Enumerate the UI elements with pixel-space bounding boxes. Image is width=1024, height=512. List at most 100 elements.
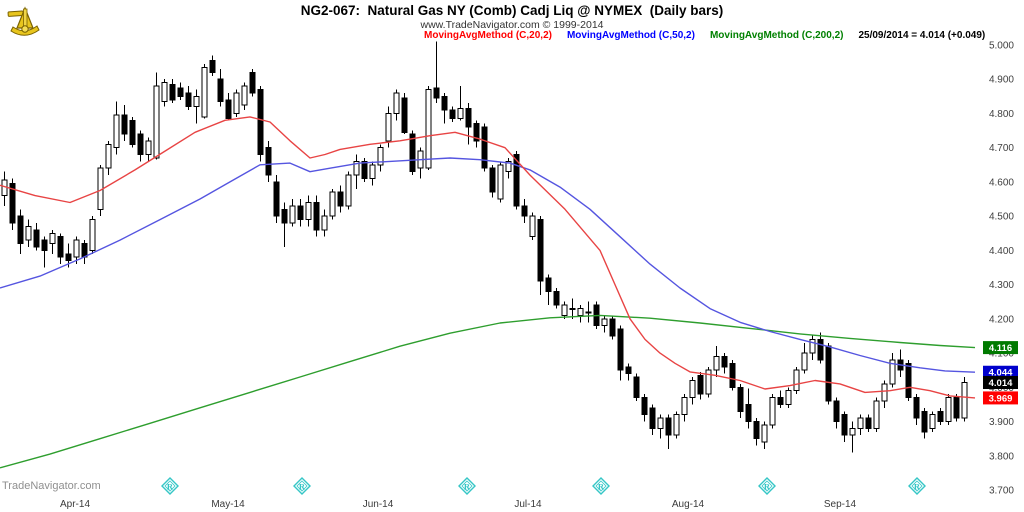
candle	[193, 89, 200, 124]
candle	[745, 388, 752, 429]
candle	[449, 106, 456, 123]
sextant-icon	[7, 6, 40, 36]
registered-diamond-icon: R	[908, 477, 926, 495]
candle	[545, 274, 552, 306]
candle	[577, 305, 584, 323]
candle	[329, 188, 336, 220]
candle	[257, 86, 264, 162]
candle	[249, 68, 256, 97]
candle	[937, 407, 944, 425]
candle	[529, 212, 536, 241]
indicator-legend: MovingAvgMethod (C,20,2) MovingAvgMethod…	[424, 30, 985, 41]
y-tick-label: 4.200	[989, 314, 1014, 325]
y-tick-label: 5.000	[989, 41, 1014, 52]
registered-glyph: R	[167, 482, 174, 492]
price-tag: 4.116	[983, 341, 1018, 355]
candle	[57, 233, 64, 265]
candle	[393, 89, 400, 121]
candle	[497, 161, 504, 203]
candle	[265, 140, 272, 182]
x-axis-month-labels: Apr-14 May-14 Jun-14 Jul-14 Aug-14 Sep-14	[60, 499, 857, 510]
registered-glyph: R	[598, 482, 605, 492]
candle	[217, 68, 224, 107]
candle	[409, 130, 416, 176]
candle	[89, 216, 96, 254]
ma200-line	[0, 314, 976, 469]
candle	[33, 223, 40, 251]
registered-diamond-icon: R	[592, 477, 610, 495]
candle	[729, 359, 736, 391]
candle	[849, 421, 856, 453]
candle	[769, 394, 776, 429]
candle	[921, 407, 928, 439]
candle	[705, 366, 712, 398]
candle	[297, 199, 304, 227]
candle	[809, 334, 816, 360]
month-label: May-14	[211, 499, 245, 510]
price-tag-value: 4.014	[989, 378, 1013, 389]
candle	[353, 154, 360, 189]
candle	[481, 123, 488, 172]
candle	[457, 86, 464, 121]
copyright-subtitle: www.TradeNavigator.com © 1999-2014	[420, 19, 604, 31]
candle	[761, 421, 768, 449]
candle	[657, 414, 664, 439]
month-label: Sep-14	[824, 499, 857, 510]
last-quote-label: 25/09/2014 = 4.014 (+0.049)	[858, 30, 986, 41]
registered-diamond-icon: R	[458, 477, 476, 495]
month-label: Jul-14	[514, 499, 542, 510]
candle	[25, 219, 32, 247]
candle	[721, 353, 728, 374]
candle	[897, 349, 904, 378]
candle	[233, 89, 240, 117]
candle	[673, 411, 680, 439]
candle	[945, 394, 952, 425]
candle	[209, 55, 216, 76]
candle	[865, 414, 872, 432]
candle	[665, 414, 672, 449]
candle	[609, 315, 616, 340]
candle	[201, 63, 208, 119]
candle	[417, 147, 424, 179]
candle	[777, 390, 784, 408]
candle	[505, 157, 512, 179]
candle	[873, 397, 880, 432]
month-label: Aug-14	[672, 499, 705, 510]
candle	[617, 325, 624, 381]
candle	[9, 178, 16, 230]
legend-ma200-label: MovingAvgMethod (C,200,2)	[709, 30, 844, 41]
candle	[425, 86, 432, 170]
candle	[785, 387, 792, 408]
y-tick-label: 4.300	[989, 280, 1014, 291]
candle	[753, 418, 760, 446]
y-tick-label: 3.800	[989, 451, 1014, 462]
candle	[857, 414, 864, 436]
candle	[881, 380, 888, 408]
candle	[713, 346, 720, 378]
candle	[121, 104, 128, 141]
price-tag: 3.969	[983, 391, 1018, 405]
candle	[681, 394, 688, 422]
candle	[625, 363, 632, 381]
candle	[225, 92, 232, 121]
candle	[913, 394, 920, 425]
candle	[473, 120, 480, 148]
candle	[73, 236, 80, 265]
candle	[385, 106, 392, 148]
candle	[489, 164, 496, 198]
candle	[281, 202, 288, 247]
candle	[649, 404, 656, 436]
registered-glyph: R	[299, 482, 306, 492]
candles-layer	[1, 41, 968, 453]
price-tag-value: 4.116	[989, 343, 1012, 354]
candle	[433, 41, 440, 104]
candle	[737, 383, 744, 419]
candle	[361, 157, 368, 182]
candle	[441, 92, 448, 124]
candle	[105, 140, 112, 176]
y-tick-label: 4.500	[989, 212, 1014, 223]
candle	[153, 72, 160, 160]
candle	[961, 377, 968, 422]
